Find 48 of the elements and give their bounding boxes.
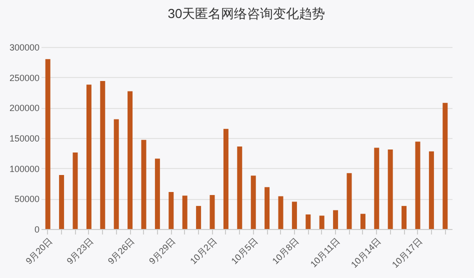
bar bbox=[168, 192, 174, 229]
chart-title: 30天匿名网络咨询变化趋势 bbox=[168, 6, 326, 21]
bar bbox=[86, 84, 92, 229]
bar bbox=[196, 206, 202, 229]
bar bbox=[442, 102, 448, 229]
bar bbox=[415, 142, 420, 229]
bar bbox=[264, 187, 270, 229]
x-tick-label: 10月8日 bbox=[270, 236, 301, 266]
y-tick-label: 200000 bbox=[9, 103, 40, 114]
bar bbox=[402, 206, 407, 229]
x-tick-label: 10月5日 bbox=[229, 236, 260, 266]
x-tick-label: 10月14日 bbox=[349, 236, 384, 270]
bar bbox=[223, 128, 228, 229]
bar bbox=[360, 214, 366, 229]
y-tick-label: 150000 bbox=[9, 134, 40, 144]
bar bbox=[333, 210, 338, 229]
x-tick-label: 9月20日 bbox=[24, 236, 54, 266]
y-tick-label: 0 bbox=[34, 224, 40, 234]
y-tick-label: 100000 bbox=[9, 164, 40, 174]
x-tick-label: 10月17日 bbox=[390, 236, 424, 270]
bar bbox=[100, 80, 106, 229]
bar bbox=[346, 173, 352, 229]
bar bbox=[428, 151, 434, 229]
bar bbox=[59, 175, 64, 229]
y-tick-label: 300000 bbox=[9, 42, 40, 52]
bar bbox=[114, 119, 119, 229]
bar bbox=[292, 202, 297, 229]
bar bbox=[45, 59, 50, 229]
bar bbox=[182, 196, 188, 229]
bar bbox=[374, 148, 380, 229]
bar bbox=[278, 196, 284, 229]
y-tick-label: 250000 bbox=[9, 72, 40, 83]
bar bbox=[250, 176, 256, 229]
x-tick-label: 9月23日 bbox=[64, 236, 96, 266]
x-tick-label: 9月26日 bbox=[106, 236, 136, 266]
bar bbox=[237, 146, 242, 229]
bar bbox=[388, 150, 393, 229]
bar bbox=[154, 158, 160, 229]
y-tick-label: 50000 bbox=[14, 194, 40, 204]
x-tick-label: 10月11日 bbox=[308, 236, 342, 270]
bar bbox=[128, 91, 133, 229]
x-tick-label: 9月29日 bbox=[147, 236, 178, 266]
bar bbox=[72, 152, 78, 229]
bar bbox=[210, 195, 215, 229]
x-tick-label: 10月2日 bbox=[188, 236, 219, 266]
bar bbox=[306, 214, 311, 229]
bar bbox=[319, 216, 324, 229]
bar bbox=[141, 140, 146, 229]
